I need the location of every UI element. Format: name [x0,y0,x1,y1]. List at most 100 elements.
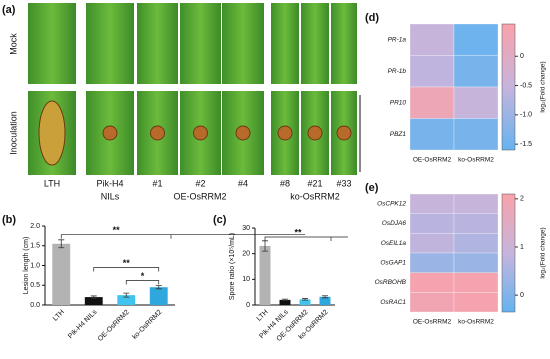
leaf-mock [28,3,76,84]
lesion [38,100,66,166]
colorbar-tick-label: 1 [520,244,524,251]
leaf-mock [137,3,178,84]
panel-label: (e) [365,182,379,194]
lesion [307,125,323,141]
row-label: Inoculation [8,111,18,155]
colorbar-tick-label: 0 [520,53,524,60]
group-label: NILs [101,191,120,201]
y-tick-label: 1.5 [30,243,40,250]
lesion [150,125,165,141]
heatmap-cell [453,23,499,56]
row-label: OsGAP1 [380,260,406,267]
y-tick-label: 0.0 [30,302,40,309]
x-tick-label: Pik-H4 NILs [67,308,99,340]
x-tick-label: LTH [52,309,66,323]
row-label: OsRBOHB [375,279,407,286]
x-tick-label: LTH [256,309,270,323]
row-label: PR-1a [388,36,407,43]
lesion [336,125,352,141]
heatmap-cell [409,252,455,273]
panel-label: (b) [2,214,16,226]
bar [52,243,71,305]
significance-bracket [60,234,305,239]
colorbar-tick-label: 2 [520,196,524,203]
group-label: OE-OsRRM2 [173,191,226,201]
error-bar [90,295,97,299]
leaf-mock [331,3,357,84]
lesion [193,125,208,141]
row-label: OsDJA6 [382,220,407,227]
panel-label: (a) [2,4,16,16]
heatmap-cell [453,292,499,313]
significance-bracket [125,280,160,285]
panel-label: (d) [365,12,379,24]
y-tick-label: 0 [246,302,250,309]
colorbar-tick-label: -1.0 [520,112,532,119]
bar [117,295,136,305]
heatmap-cell [409,23,455,56]
heatmap-cell [453,213,499,234]
lesion [235,125,251,141]
column-label: #33 [336,178,351,188]
significance-label: ** [294,227,302,237]
heatmap-cell [453,272,499,293]
heatmap-cell [453,118,499,151]
significance-bracket [264,236,348,241]
column-label: #1 [152,178,162,188]
heatmap-cell [453,193,499,214]
x-tick-label: OE-OsRRM2 [97,309,131,343]
column-label: #2 [195,178,205,188]
column-label: OE-OsRRM2 [413,319,452,326]
row-label: OsEIL1a [381,240,407,247]
lesion [277,125,293,141]
bar [259,245,271,305]
heatmap-cell [409,233,455,254]
row-label: OsRAC1 [380,299,406,306]
heatmap-cell [453,86,499,119]
error-bar [123,292,130,298]
y-tick-label: 30 [242,225,250,232]
column-label: #8 [280,178,290,188]
heatmap-cell [409,118,455,151]
y-tick-label: 20 [242,251,250,258]
leaf-mock [271,3,299,84]
y-tick-label: 0.5 [30,282,40,289]
bar [279,299,291,305]
error-bar [282,298,288,302]
y-tick-label: 10 [242,276,250,283]
colorbar-tick-label: -1.5 [520,141,532,148]
significance-bracket [93,267,160,272]
y-tick-label: 2.0 [30,223,40,230]
error-bar [302,298,308,301]
column-label: Pik-H4 [96,178,123,188]
leaf-mock [86,3,134,84]
heatmap-cell [409,213,455,234]
leaf-mock [180,3,221,84]
significance-label: * [141,271,145,281]
colorbar-tick-label: 0 [520,292,524,299]
heatmap-cell [453,233,499,254]
significance-label: ** [123,258,131,268]
significance-label: ** [113,225,121,235]
heatmap-cell [409,292,455,313]
heatmap-cell [409,193,455,214]
bar [319,296,331,305]
error-bar [155,285,162,290]
y-axis-label: Spore ratio (×10⁵/mL) [229,233,236,300]
column-label: #4 [238,178,248,188]
column-label: ko-OsRRM2 [458,319,494,326]
row-label: PR10 [390,99,407,106]
error-bar [322,295,328,299]
y-axis-label: Lesion length (cm) [23,237,30,295]
column-label: #21 [307,178,322,188]
column-label: OE-OsRRM2 [413,157,452,164]
heatmap-cell [453,55,499,88]
bar [84,297,103,305]
row-label: PBZ1 [390,131,407,138]
colorbar-label: log₂(Fold change) [540,227,547,278]
row-label: Mock [8,33,18,55]
group-label: ko-OsRRM2 [290,191,340,201]
colorbar [501,23,516,151]
lesion [102,125,118,141]
